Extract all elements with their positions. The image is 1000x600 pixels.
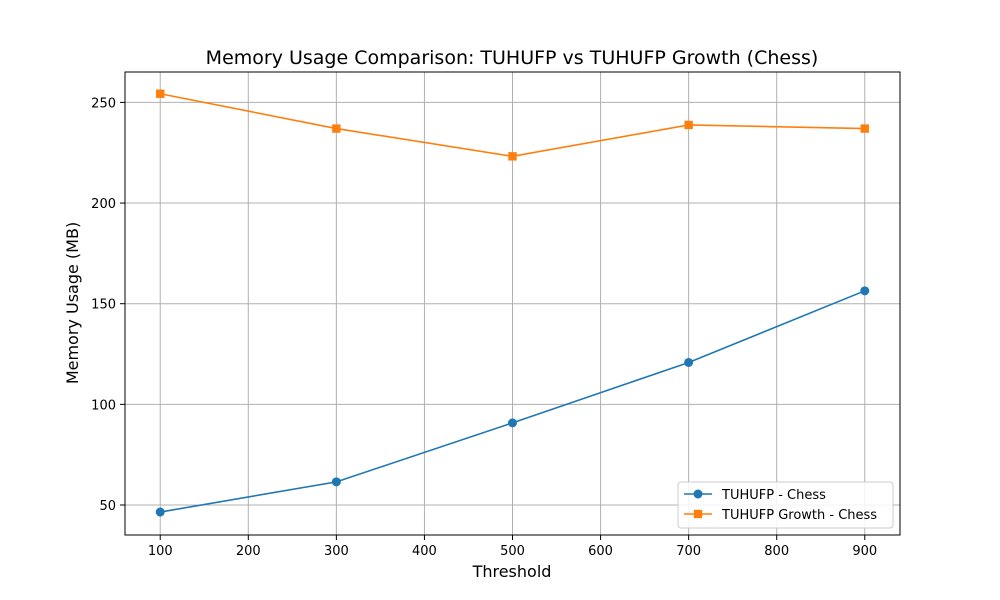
series-1: [155, 286, 870, 517]
legend-item: TUHUFP Growth - Chess: [684, 508, 877, 523]
x-tick-label: 800: [764, 544, 789, 559]
x-tick-label: 700: [676, 544, 701, 559]
x-tick-label: 500: [500, 544, 525, 559]
legend-label: TUHUFP - Chess: [721, 488, 826, 503]
data-point-circle: [684, 357, 694, 367]
series-2: [156, 89, 869, 161]
data-point-circle: [508, 418, 517, 428]
legend-label: TUHUFP Growth - Chess: [721, 508, 877, 523]
data-point-square: [508, 152, 517, 161]
x-tick-label: 400: [412, 544, 437, 559]
data-point-square: [156, 89, 165, 98]
plot-series: [155, 89, 870, 517]
data-point-circle: [155, 507, 165, 517]
y-axis-title: Memory Usage (MB): [63, 222, 82, 384]
x-tick-label: 300: [324, 544, 349, 559]
legend: TUHUFP - Chess TUHUFP Growth - Chess: [677, 481, 894, 529]
y-tick-label: 100: [91, 398, 116, 413]
data-point-square: [684, 120, 693, 130]
legend-box: [677, 481, 894, 529]
data-point-square: [332, 124, 341, 133]
axis-ticks: 100 200 300 400 500 600 700 800 900 50 100 150 200 25…: [91, 96, 877, 559]
x-axis-title: Threshold: [472, 562, 552, 581]
legend-item: TUHUFP - Chess: [684, 488, 826, 503]
grid: [125, 72, 900, 535]
chart-title: Memory Usage Comparison: TUHUFP vs TUHUF…: [206, 47, 819, 69]
legend-marker-square: [693, 509, 703, 519]
legend-marker-circle: [693, 489, 703, 499]
x-tick-label: 100: [148, 544, 173, 559]
data-point-circle: [331, 477, 341, 487]
data-point-circle: [860, 286, 870, 296]
y-tick-label: 200: [91, 197, 116, 212]
data-point-square: [860, 124, 869, 133]
y-tick-label: 150: [91, 298, 116, 313]
x-tick-label: 900: [852, 544, 877, 559]
y-tick-label: 250: [91, 96, 116, 111]
y-tick-label: 50: [99, 499, 116, 514]
x-tick-label: 600: [588, 544, 613, 559]
x-tick-label: 200: [236, 544, 261, 559]
